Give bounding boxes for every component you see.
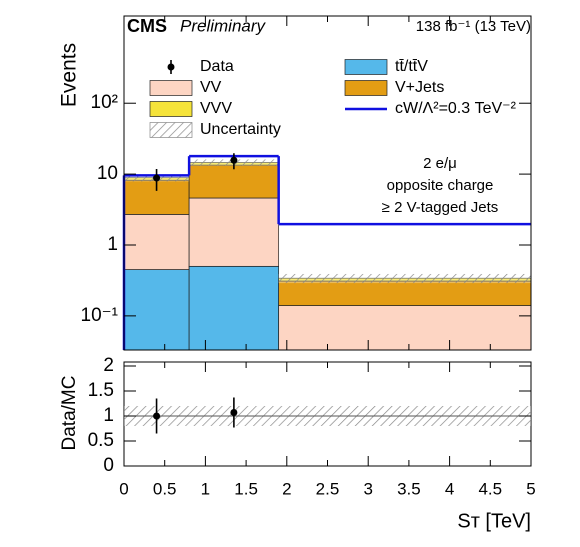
- y-tick-label: 10: [97, 163, 118, 184]
- stack-bar: [123, 269, 190, 351]
- ratio-y-tick-label: 1.5: [88, 380, 114, 401]
- y-axis-label: Events: [58, 43, 81, 107]
- x-tick-label: 0: [119, 479, 128, 498]
- x-tick-label: 4: [445, 479, 454, 498]
- stack-bar: [188, 265, 280, 351]
- data-point: [153, 174, 161, 182]
- y-tick-label: 1: [107, 234, 118, 255]
- annotation: opposite charge: [387, 177, 494, 194]
- ratio-y-tick-label: 0.5: [88, 430, 114, 451]
- uncertainty-band: [278, 273, 531, 284]
- stack-bar: [278, 280, 532, 306]
- x-tick-label: 4.5: [478, 479, 502, 498]
- legend-swatch: [344, 59, 388, 75]
- legend-swatch: [149, 122, 193, 138]
- data-point: [230, 156, 238, 164]
- legend-label: Uncertainty: [200, 121, 281, 138]
- legend-label: Data: [200, 58, 234, 75]
- stack-bar: [278, 305, 532, 351]
- experiment: CMS: [127, 16, 167, 36]
- legend-label: V+Jets: [395, 79, 444, 96]
- x-tick-label: 1.5: [234, 479, 258, 498]
- x-tick-label: 5: [526, 479, 535, 498]
- legend-swatch: [167, 63, 175, 71]
- ratio-y-tick-label: 0: [103, 455, 114, 476]
- stack-bar: [188, 197, 280, 267]
- x-tick-label: 2: [282, 479, 291, 498]
- lumi: 138 fb⁻¹ (13 TeV): [416, 18, 531, 35]
- legend-swatch: [149, 101, 193, 117]
- legend-label: VVV: [200, 100, 232, 117]
- status: Preliminary: [180, 16, 267, 35]
- legend-label: tt̄/tt̄V: [395, 58, 428, 75]
- annotation: ≥ 2 V-tagged Jets: [382, 199, 499, 216]
- stack-bar: [123, 214, 190, 270]
- ratio-point: [230, 409, 238, 416]
- x-tick-label: 3.5: [397, 479, 421, 498]
- legend-label: VV: [200, 79, 222, 96]
- ratio-y-tick-label: 1: [103, 405, 114, 426]
- x-tick-label: 0.5: [153, 479, 177, 498]
- x-axis-label: Sᴛ [TeV]: [457, 510, 531, 532]
- y-tick-label: 10²: [91, 92, 118, 113]
- x-tick-label: 3: [363, 479, 372, 498]
- y-tick-label: 10⁻¹: [81, 305, 119, 326]
- legend-swatch: [149, 80, 193, 96]
- legend-swatch: [344, 80, 388, 96]
- legend-label: cW/Λ²=0.3 TeV⁻²: [395, 100, 517, 117]
- ratio-y-axis-label: Data/MC: [59, 376, 80, 451]
- ratio-y-tick-label: 2: [103, 355, 114, 376]
- x-tick-label: 2.5: [316, 479, 340, 498]
- stack-bar: [188, 164, 280, 199]
- annotation: 2 e/μ: [423, 155, 457, 172]
- x-tick-label: 1: [201, 479, 210, 498]
- ratio-point: [153, 412, 161, 420]
